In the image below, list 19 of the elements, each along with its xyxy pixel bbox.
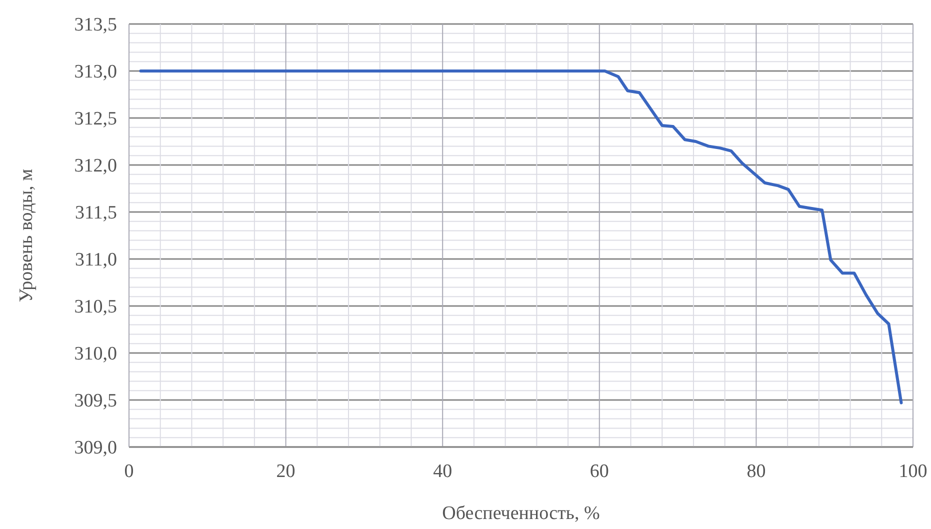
y-tick-label: 312,0 bbox=[74, 156, 117, 177]
x-tick-label: 0 bbox=[124, 461, 134, 482]
x-axis-title: Обеспеченность, % bbox=[442, 503, 600, 524]
y-tick-label: 312,5 bbox=[74, 108, 117, 130]
x-tick-label: 80 bbox=[746, 461, 766, 482]
y-tick-label: 311,0 bbox=[74, 250, 117, 271]
y-tick-label: 310,0 bbox=[74, 344, 117, 365]
x-tick-label: 100 bbox=[898, 461, 928, 482]
y-tick-label: 309,0 bbox=[74, 438, 117, 459]
x-tick-label: 20 bbox=[276, 461, 296, 482]
y-axis-title: Уровень воды, м bbox=[16, 168, 37, 302]
y-tick-label: 313,0 bbox=[74, 62, 117, 83]
x-tick-label: 40 bbox=[433, 461, 452, 482]
y-tick-label: 313,5 bbox=[74, 14, 117, 36]
y-tick-label: 309,5 bbox=[74, 390, 117, 412]
x-tick-label: 60 bbox=[590, 461, 609, 482]
y-tick-label: 310,5 bbox=[74, 296, 117, 318]
y-tick-label: 311,5 bbox=[74, 202, 117, 224]
line-series bbox=[139, 70, 903, 404]
